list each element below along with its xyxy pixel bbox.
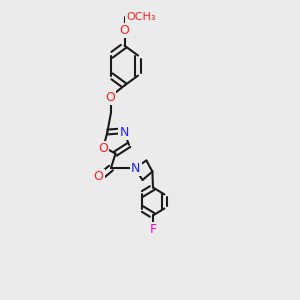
Text: O: O [94,170,103,184]
Text: OCH₃: OCH₃ [126,12,155,22]
Text: O: O [120,24,129,37]
Text: O: O [105,91,115,104]
Text: O: O [98,142,108,155]
Text: N: N [131,162,140,175]
Text: N: N [119,126,129,139]
Text: F: F [149,223,157,236]
